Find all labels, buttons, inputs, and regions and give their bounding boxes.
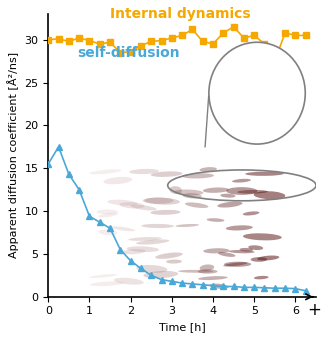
Ellipse shape: [198, 276, 228, 280]
Ellipse shape: [185, 202, 208, 208]
Ellipse shape: [251, 257, 267, 262]
Ellipse shape: [217, 202, 242, 207]
Ellipse shape: [224, 262, 251, 267]
Ellipse shape: [103, 177, 133, 184]
Ellipse shape: [199, 167, 217, 172]
Y-axis label: Apparent diffusion coefficient [Å²/ns]: Apparent diffusion coefficient [Å²/ns]: [7, 52, 19, 258]
X-axis label: Time [h]: Time [h]: [159, 322, 205, 332]
Ellipse shape: [96, 210, 118, 214]
Ellipse shape: [141, 224, 174, 228]
Ellipse shape: [136, 239, 169, 245]
Ellipse shape: [151, 171, 182, 177]
Ellipse shape: [90, 170, 121, 174]
Circle shape: [209, 42, 305, 144]
Ellipse shape: [98, 213, 118, 217]
Ellipse shape: [229, 250, 255, 253]
Ellipse shape: [143, 198, 174, 204]
Ellipse shape: [203, 248, 230, 253]
Ellipse shape: [223, 262, 248, 266]
Ellipse shape: [143, 271, 178, 278]
Ellipse shape: [248, 245, 263, 250]
Ellipse shape: [209, 283, 229, 289]
Ellipse shape: [174, 190, 203, 195]
Ellipse shape: [122, 249, 145, 254]
Ellipse shape: [243, 233, 282, 240]
Ellipse shape: [150, 210, 180, 215]
Ellipse shape: [90, 281, 124, 286]
Ellipse shape: [98, 230, 118, 235]
Ellipse shape: [239, 248, 253, 252]
Ellipse shape: [128, 237, 162, 241]
Ellipse shape: [89, 274, 117, 278]
Ellipse shape: [220, 194, 236, 198]
Ellipse shape: [183, 193, 202, 198]
Ellipse shape: [218, 252, 236, 257]
Ellipse shape: [114, 278, 144, 285]
Ellipse shape: [226, 187, 257, 195]
Ellipse shape: [145, 198, 180, 205]
Ellipse shape: [169, 186, 182, 194]
Ellipse shape: [226, 225, 253, 231]
Text: self-diffusion: self-diffusion: [77, 46, 180, 60]
Ellipse shape: [200, 264, 214, 271]
Ellipse shape: [254, 276, 269, 279]
Ellipse shape: [178, 270, 214, 273]
Ellipse shape: [136, 265, 167, 273]
Ellipse shape: [175, 224, 199, 227]
Ellipse shape: [107, 200, 138, 206]
Text: +: +: [307, 301, 321, 319]
Ellipse shape: [111, 226, 135, 231]
Ellipse shape: [257, 256, 279, 260]
Ellipse shape: [245, 172, 284, 176]
Ellipse shape: [182, 173, 214, 179]
Ellipse shape: [198, 269, 217, 274]
Text: Internal dynamics: Internal dynamics: [110, 7, 251, 21]
Ellipse shape: [243, 212, 259, 216]
Ellipse shape: [166, 260, 182, 263]
Ellipse shape: [119, 202, 145, 208]
Ellipse shape: [237, 190, 268, 194]
Ellipse shape: [155, 253, 183, 259]
Ellipse shape: [129, 169, 159, 174]
Ellipse shape: [232, 179, 251, 183]
Ellipse shape: [127, 246, 159, 252]
Ellipse shape: [131, 205, 157, 211]
Ellipse shape: [207, 218, 224, 222]
Ellipse shape: [203, 187, 229, 193]
Ellipse shape: [254, 191, 285, 199]
